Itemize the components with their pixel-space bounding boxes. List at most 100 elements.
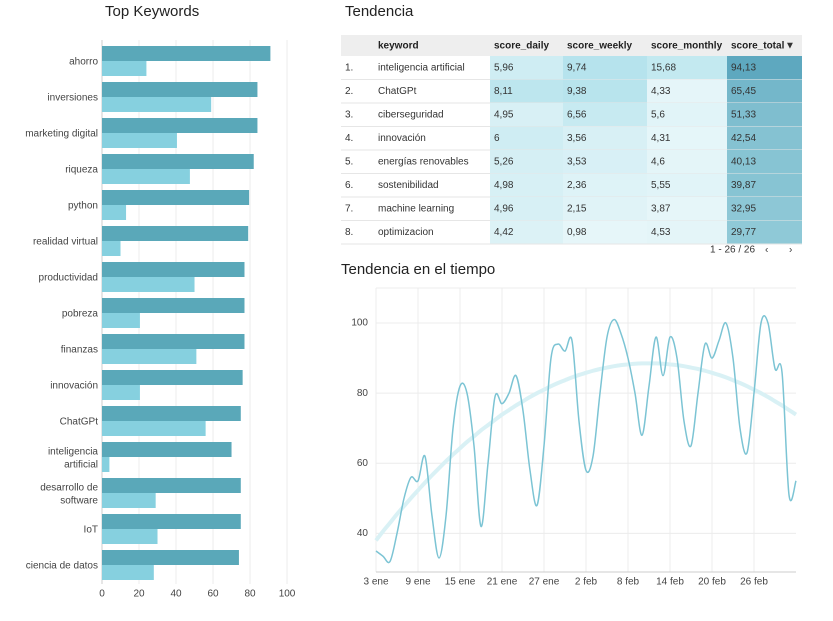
heat-cell [647,103,731,127]
label-line: desarrollo de [40,482,98,493]
table-header-bg [341,35,802,56]
y-tick-label: pobreza [62,309,99,320]
heat-cell [647,197,731,221]
y-tick-label: ahorro [69,57,98,68]
row-index: 1. [345,62,353,73]
bar [102,550,239,565]
x-tick-label: 100 [279,589,296,600]
sort-icon[interactable]: ▼ [785,41,795,52]
bar [102,118,258,133]
table-cell: 4,33 [651,86,671,97]
table-title: Tendencia [345,3,414,20]
x-tick-label: 21 ene [487,577,518,588]
bar [102,442,232,457]
heat-cell [647,150,731,174]
y-tick-label: 100 [351,318,368,329]
bar [102,190,250,205]
table-cell: 65,45 [731,86,756,97]
y-tick-label: ChatGPt [60,417,99,428]
table-cell: 9,38 [567,86,587,97]
table-cell: energías renovables [378,156,469,167]
heat-cell [647,173,731,197]
x-tick-label: 15 ene [445,577,476,588]
bar [102,133,177,148]
heat-cell [563,173,651,197]
heat-cell [563,56,651,80]
table-cell: 40,13 [731,156,756,167]
heat-cell [647,126,731,150]
x-tick-label: 3 ene [363,577,388,588]
bar [102,385,140,400]
y-tick-label: inversiones [47,93,98,104]
heat-cell [563,220,651,244]
heat-cell [727,79,802,103]
table-cell: 5,26 [494,156,514,167]
table-cell: 5,6 [651,109,665,120]
table-cell: 3,53 [567,156,587,167]
row-index: 5. [345,156,353,167]
row-index: 8. [345,227,353,238]
bar [102,370,243,385]
table-cell: 4,31 [651,133,671,144]
y-tick-label: inteligencia artificial [48,446,98,470]
table-cell: 3,87 [651,203,671,214]
prev-page[interactable]: ‹ [765,245,768,256]
heat-cell [490,79,567,103]
heat-cell [727,103,802,127]
bar [102,262,245,277]
heat-cell [563,103,651,127]
bar [102,457,110,472]
bar [102,169,190,184]
table-cell: 4,96 [494,203,514,214]
row-index: 4. [345,133,353,144]
table-cell: 5,96 [494,62,514,73]
bar [102,277,195,292]
table-cell: 4,98 [494,180,514,191]
x-tick-label: 9 ene [405,577,430,588]
heat-cell [727,220,802,244]
bar [102,493,156,508]
heat-cell [490,103,567,127]
table-cell: 3,56 [567,133,587,144]
heat-cell [563,150,651,174]
table-cell: sostenibilidad [378,180,439,191]
heat-cell [647,56,731,80]
column-header: score_total [731,41,785,52]
y-tick-label: 60 [357,458,369,469]
table-cell: ciberseguridad [378,109,444,120]
column-header: score_daily [494,41,549,52]
heat-cell [563,79,651,103]
y-tick-label: 40 [357,528,369,539]
heat-cell [490,126,567,150]
x-tick-label: 80 [244,589,256,600]
heat-cell [727,56,802,80]
x-tick-label: 40 [170,589,182,600]
table-cell: 94,13 [731,62,756,73]
table-cell: 6,56 [567,109,587,120]
bar [102,406,241,421]
label-line: artificial [64,459,98,470]
bar [102,529,158,544]
heat-cell [490,220,567,244]
heat-cell [490,173,567,197]
x-tick-label: 0 [99,589,105,600]
bar [102,313,140,328]
table-cell: 2,36 [567,180,587,191]
table-cell: 9,74 [567,62,587,73]
row-index: 6. [345,180,353,191]
x-tick-label: 20 feb [698,577,726,588]
row-index: 7. [345,203,353,214]
bar [102,565,154,580]
y-tick-label: desarrollo de software [40,482,98,506]
y-tick-label: marketing digital [25,129,98,140]
table-cell: 39,87 [731,180,756,191]
x-tick-label: 26 feb [740,577,768,588]
bar [102,298,245,313]
heat-cell [647,79,731,103]
heat-cell [727,197,802,221]
bar [102,421,206,436]
bar-chart-title: Top Keywords [105,3,199,20]
y-tick-label: IoT [84,525,98,536]
next-page[interactable]: › [789,245,792,256]
bar [102,205,127,220]
